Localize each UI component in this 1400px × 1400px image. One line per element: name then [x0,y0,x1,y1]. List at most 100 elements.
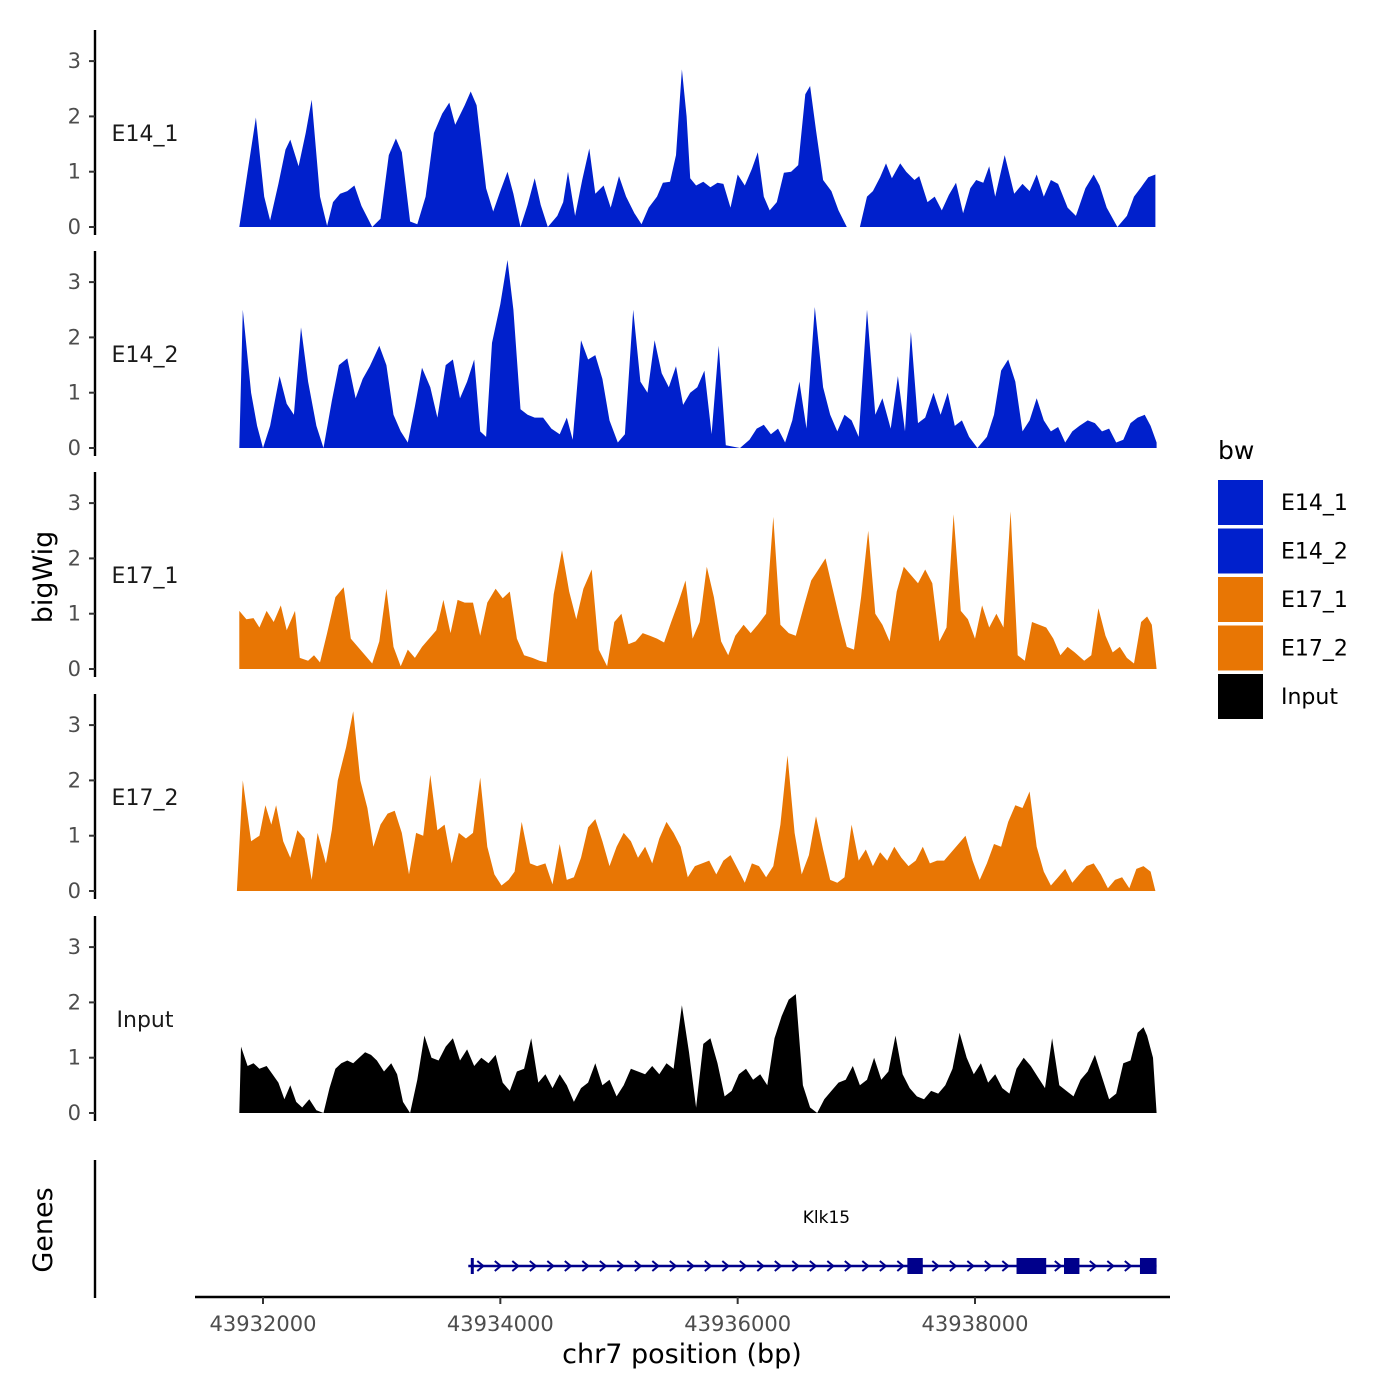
strand-arrow [546,1260,555,1272]
gene-exon [1016,1258,1047,1274]
legend-title: bw [1218,436,1254,465]
strand-arrow [616,1260,625,1272]
strand-arrow [564,1260,573,1272]
signal-tracks: 0 1 2 3 E14_1 0 1 2 3 E14_2 0 1 2 3 E17_1 0 1 2 3 E17_2 0 1 2 3… [68,30,1157,1125]
strand-arrow [476,1260,485,1272]
strand-arrow [984,1260,993,1272]
y-axis-title: bigWig [28,531,59,624]
signal-area-e14-2 [239,260,1157,448]
x-tick-label: 43932000 [210,1312,317,1336]
signal-area-e17-1 [239,511,1157,669]
legend-swatch [1218,577,1263,622]
strand-arrow [686,1260,695,1272]
legend-swatch [1218,528,1263,574]
strand-arrow [756,1260,765,1272]
legend-label: E14_1 [1281,491,1348,516]
track-label: E17_1 [112,564,179,589]
legend-entry: E14_2 [1218,528,1348,574]
y-tick-label: 2 [68,325,81,349]
track-e17-2: 0 1 2 3 E17_2 [68,694,1156,903]
legend-entry: Input [1218,674,1338,719]
strand-arrow [494,1260,503,1272]
legend-swatch [1218,625,1263,671]
y-tick-label: 3 [68,935,81,959]
y-tick-label: 0 [68,1101,81,1125]
y-tick-label: 2 [68,990,81,1014]
strand-arrow [931,1260,940,1272]
gene-exon [1139,1258,1157,1274]
strand-arrow [529,1260,538,1272]
gene-exon [907,1258,923,1274]
strand-arrow [739,1260,748,1272]
legend: bw E14_1 E14_2 E17_1 E17_2 Input [1218,436,1348,719]
strand-arrow [634,1260,643,1272]
strand-arrow [704,1260,713,1272]
strand-arrow [896,1260,905,1272]
x-tick-label: 43938000 [922,1312,1029,1336]
legend-entries: E14_1 E14_2 E17_1 E17_2 Input [1218,480,1348,719]
track-input: 0 1 2 3 Input [68,916,1157,1125]
legend-label: E17_2 [1281,637,1348,662]
signal-area-input [239,994,1157,1113]
strand-arrow [581,1260,590,1272]
x-tick-label: 43934000 [447,1312,554,1336]
y-tick-label: 0 [68,879,81,903]
gene-name-label: Klk15 [803,1208,850,1228]
y-tick-label: 1 [68,1046,81,1070]
legend-entry: E14_1 [1218,480,1348,525]
legend-label: E17_1 [1281,588,1348,613]
legend-swatch [1218,480,1263,525]
strand-arrow [1089,1260,1098,1272]
strand-arrow [809,1260,818,1272]
y-tick-label: 0 [68,657,81,681]
y-tick-label: 3 [68,491,81,515]
gene-exon [1064,1258,1080,1274]
y-tick-label: 1 [68,160,81,184]
legend-swatch [1218,674,1263,719]
legend-label: E14_2 [1281,540,1348,565]
y-tick-label: 2 [68,104,81,128]
y-tick-label: 0 [68,215,81,239]
strand-arrow [844,1260,853,1272]
genes-axis-title: Genes [28,1187,59,1272]
y-tick-label: 1 [68,602,81,626]
strand-arrow [1001,1260,1010,1272]
strand-arrow [861,1260,870,1272]
track-label: E14_1 [112,122,179,147]
strand-arrow [511,1260,520,1272]
y-tick-label: 2 [68,546,81,570]
legend-entry: E17_2 [1218,625,1348,671]
y-tick-label: 3 [68,713,81,737]
y-tick-label: 3 [68,270,81,294]
track-e14-1: 0 1 2 3 E14_1 [68,30,1156,239]
track-label: Input [117,1008,174,1033]
strand-arrow [651,1260,660,1272]
x-axis-title: chr7 position (bp) [562,1339,802,1370]
strand-arrow [774,1260,783,1272]
strand-arrow [599,1260,608,1272]
strand-arrow [721,1260,730,1272]
strand-arrow [1124,1260,1133,1272]
y-tick-label: 2 [68,768,81,792]
strand-arrow [669,1260,678,1272]
y-tick-label: 1 [68,824,81,848]
x-axis: 43932000 43934000 43936000 43938000 [195,1295,1170,1336]
strand-arrow [949,1260,958,1272]
gene-panel: Klk15 [93,1160,1157,1298]
track-label: E17_2 [112,786,179,811]
strand-arrow [791,1260,800,1272]
strand-arrow [1054,1260,1063,1272]
y-tick-label: 0 [68,436,81,460]
strand-arrow [966,1260,975,1272]
legend-label: Input [1281,685,1338,710]
strand-arrow [826,1260,835,1272]
signal-area-e14-1 [239,69,1156,228]
track-e14-2: 0 1 2 3 E14_2 [68,251,1157,460]
strand-arrow [879,1260,888,1272]
track-label: E14_2 [112,343,179,368]
y-tick-label: 3 [68,49,81,73]
legend-entry: E17_1 [1218,577,1348,622]
y-tick-label: 1 [68,381,81,405]
track-e17-1: 0 1 2 3 E17_1 [68,472,1157,681]
